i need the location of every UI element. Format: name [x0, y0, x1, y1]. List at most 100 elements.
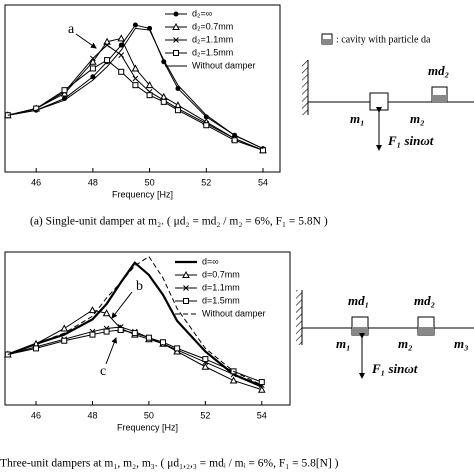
legend-label: d₂=0.7mm — [192, 21, 233, 31]
legend-marker — [172, 22, 180, 30]
wall — [296, 290, 302, 345]
diagram-label: m₁ — [350, 111, 365, 126]
marker — [203, 122, 210, 129]
diagram-label: m₂ — [398, 336, 413, 351]
marker — [88, 306, 97, 314]
diagram: : cavity with particle da md₂ m₁ m₂ F₁ s… — [302, 33, 474, 151]
marker — [258, 379, 265, 386]
marker — [118, 68, 125, 75]
marker — [103, 328, 110, 335]
x-tick-label: 48 — [88, 177, 98, 187]
legend-marker — [173, 11, 179, 17]
x-tick-label: 54 — [258, 177, 268, 187]
legend-label: d=1.1mm — [202, 282, 240, 292]
marker — [145, 334, 152, 341]
annotation-arrow — [105, 337, 118, 365]
legend-label: d=∞ — [202, 256, 219, 266]
diagram-label: F₁ sinωt — [387, 133, 434, 148]
mass — [369, 92, 389, 111]
caption: Three-unit dampers at m₁, m₂, m₃. ( μd₁,… — [0, 458, 339, 470]
marker — [89, 331, 96, 338]
marker — [90, 55, 96, 62]
marker — [104, 42, 110, 48]
annotation: a — [68, 22, 75, 37]
x-tick-label: 50 — [144, 410, 154, 420]
series-line — [7, 27, 264, 150]
legend-box-fill — [322, 39, 332, 44]
caption: (a) Single-unit damper at m₂. ( μd₂ = md… — [30, 216, 328, 228]
x-tick-label: 52 — [200, 410, 210, 420]
legend-label: d₂=1.5mm — [192, 47, 233, 57]
marker — [174, 107, 181, 114]
marker — [132, 22, 138, 28]
legend-marker — [183, 298, 189, 304]
marker — [61, 87, 68, 94]
x-tick-label: 54 — [257, 410, 267, 420]
x-tick-label: 52 — [201, 177, 211, 187]
legend-label: d=1.5mm — [202, 295, 240, 305]
series-line — [7, 59, 264, 151]
series-line — [7, 255, 263, 386]
marker — [89, 57, 97, 65]
marker — [33, 345, 40, 352]
marker — [231, 137, 238, 144]
x-axis-label: Frequency [Hz] — [112, 189, 173, 199]
marker — [202, 356, 209, 363]
annotation-arrow — [111, 291, 133, 319]
marker — [201, 362, 210, 370]
marker — [229, 376, 238, 384]
marker — [117, 34, 126, 42]
diagram-label: md₂ — [414, 293, 435, 308]
marker — [146, 92, 153, 99]
legend-label: d₂=1.1mm — [192, 34, 233, 44]
marker — [61, 337, 68, 344]
diagram-label: m₁ — [336, 336, 351, 351]
legend-marker — [173, 37, 179, 43]
marker — [117, 327, 124, 334]
marker — [118, 42, 124, 48]
marker — [257, 385, 266, 393]
marker — [131, 330, 138, 337]
plot-frame — [4, 251, 291, 406]
legend-label: Without damper — [202, 308, 266, 318]
marker — [145, 81, 154, 89]
marker — [160, 98, 167, 105]
marker — [102, 309, 111, 317]
marker — [90, 74, 96, 80]
marker — [60, 324, 69, 332]
marker — [160, 339, 167, 346]
marker — [132, 82, 139, 89]
damper-fill — [432, 95, 447, 102]
marker — [132, 75, 139, 82]
diagram-label: md₂ — [428, 63, 449, 78]
series-line — [7, 261, 263, 388]
diagram-label: m₂ — [410, 111, 425, 126]
marker — [175, 86, 181, 91]
legend-label: d₂=∞ — [192, 8, 212, 18]
diagram-label: m₃ — [454, 336, 469, 351]
marker — [89, 65, 96, 72]
diagram-label: F₁ sinωt — [371, 361, 418, 376]
series-line — [7, 309, 262, 391]
legend-label: d=0.7mm — [202, 269, 240, 279]
x-tick-label: 50 — [145, 177, 155, 187]
marker — [33, 105, 40, 112]
marker — [259, 147, 266, 154]
marker — [174, 345, 181, 352]
plot-frame — [4, 4, 281, 173]
legend-marker — [182, 270, 190, 278]
legend-marker — [183, 285, 189, 291]
damper-fill — [418, 327, 434, 335]
wall — [302, 60, 308, 115]
legend-label: Without damper — [192, 60, 256, 70]
damper-fill — [352, 327, 368, 335]
annotation: c — [100, 364, 106, 379]
x-tick-label: 46 — [31, 177, 41, 187]
diagram-label: : cavity with particle da — [336, 34, 431, 45]
marker — [131, 64, 140, 72]
legend-marker — [173, 50, 179, 56]
marker — [104, 57, 111, 64]
x-axis-label: Frequency [Hz] — [117, 422, 178, 432]
x-tick-label: 48 — [87, 410, 97, 420]
